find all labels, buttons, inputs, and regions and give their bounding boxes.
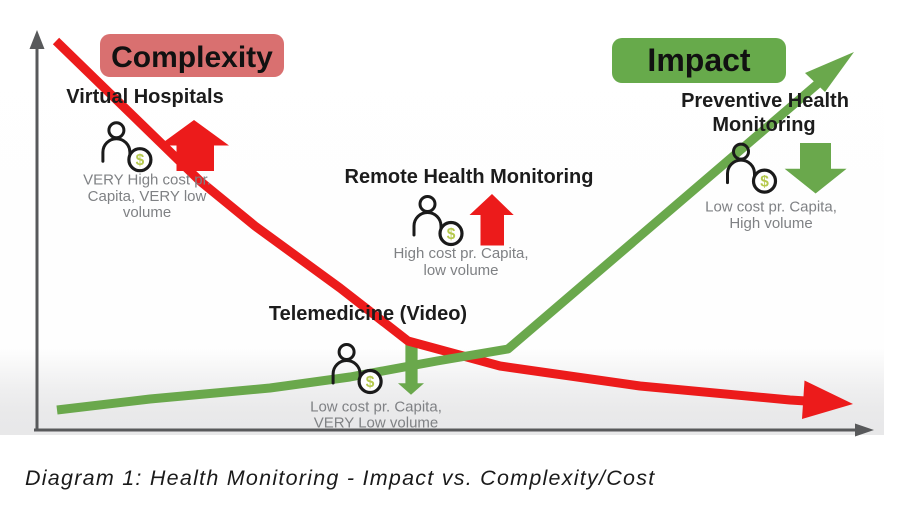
svg-text:volume: volume [123,204,171,221]
svg-text:Remote Health Monitoring: Remote Health Monitoring [345,166,594,188]
svg-text:VERY Low volume: VERY Low volume [314,415,439,432]
svg-text:Monitoring: Monitoring [712,114,815,136]
svg-text:Virtual Hospitals: Virtual Hospitals [66,86,223,108]
svg-text:Complexity: Complexity [111,41,273,74]
svg-text:High cost pr. Capita,: High cost pr. Capita, [393,245,528,262]
svg-text:Telemedicine (Video): Telemedicine (Video) [269,303,467,325]
svg-text:High volume: High volume [729,215,812,232]
svg-text:Low cost pr. Capita,: Low cost pr. Capita, [310,399,442,416]
svg-text:Low cost pr. Capita,: Low cost pr. Capita, [705,199,837,216]
svg-text:low volume: low volume [423,262,498,279]
svg-text:Diagram 1: Health Monitoring -: Diagram 1: Health Monitoring - Impact vs… [25,466,655,490]
svg-text:VERY High cost pr.: VERY High cost pr. [83,172,211,189]
svg-text:Preventive Health: Preventive Health [681,90,849,112]
svg-text:Capita, VERY low: Capita, VERY low [88,188,207,205]
svg-text:Impact: Impact [647,42,750,78]
